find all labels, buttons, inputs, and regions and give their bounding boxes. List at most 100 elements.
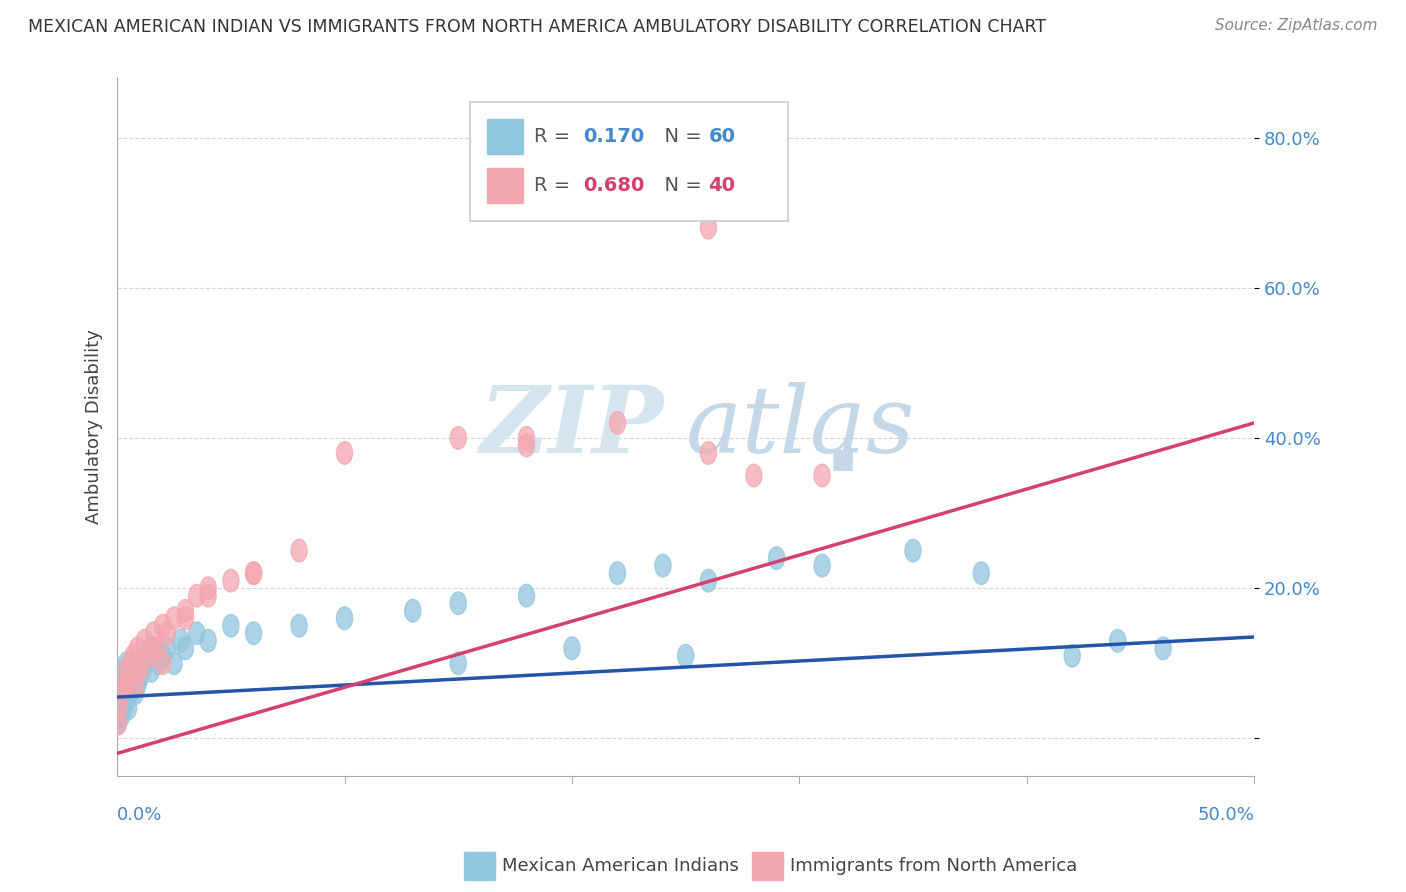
Ellipse shape xyxy=(111,705,128,727)
Text: MEXICAN AMERICAN INDIAN VS IMMIGRANTS FROM NORTH AMERICA AMBULATORY DISABILITY C: MEXICAN AMERICAN INDIAN VS IMMIGRANTS FR… xyxy=(28,18,1046,36)
Ellipse shape xyxy=(128,674,143,698)
Ellipse shape xyxy=(1109,630,1126,652)
Ellipse shape xyxy=(118,659,135,682)
Text: 0.170: 0.170 xyxy=(583,128,644,146)
Ellipse shape xyxy=(173,630,188,652)
Ellipse shape xyxy=(111,697,128,720)
Ellipse shape xyxy=(700,569,717,592)
Ellipse shape xyxy=(609,411,626,434)
Ellipse shape xyxy=(143,637,159,659)
Ellipse shape xyxy=(155,644,170,667)
Ellipse shape xyxy=(905,540,921,562)
Ellipse shape xyxy=(166,652,183,674)
Ellipse shape xyxy=(177,607,194,630)
Ellipse shape xyxy=(118,652,135,674)
Ellipse shape xyxy=(745,464,762,487)
Ellipse shape xyxy=(655,554,671,577)
Ellipse shape xyxy=(121,697,136,720)
Ellipse shape xyxy=(132,667,148,690)
Ellipse shape xyxy=(128,659,143,682)
Ellipse shape xyxy=(141,644,157,667)
Text: ZIP: ZIP xyxy=(478,382,662,472)
Ellipse shape xyxy=(125,659,141,682)
Ellipse shape xyxy=(110,712,127,735)
Ellipse shape xyxy=(122,652,139,674)
Ellipse shape xyxy=(114,682,129,705)
Ellipse shape xyxy=(814,554,830,577)
Ellipse shape xyxy=(246,622,262,645)
Ellipse shape xyxy=(814,464,830,487)
Ellipse shape xyxy=(115,659,132,682)
Text: N =: N = xyxy=(651,177,707,195)
FancyBboxPatch shape xyxy=(486,120,523,154)
Text: 0.0%: 0.0% xyxy=(117,806,163,824)
Y-axis label: Ambulatory Disability: Ambulatory Disability xyxy=(86,329,103,524)
Ellipse shape xyxy=(134,659,150,682)
Text: .: . xyxy=(823,387,865,494)
Text: 60: 60 xyxy=(709,128,735,146)
Ellipse shape xyxy=(121,659,136,682)
Ellipse shape xyxy=(114,667,129,690)
Ellipse shape xyxy=(246,562,262,584)
Text: N =: N = xyxy=(651,128,707,146)
Ellipse shape xyxy=(700,442,717,465)
Ellipse shape xyxy=(188,584,205,607)
Ellipse shape xyxy=(336,607,353,630)
Ellipse shape xyxy=(450,652,467,674)
Ellipse shape xyxy=(115,674,132,698)
Text: R =: R = xyxy=(534,128,576,146)
Ellipse shape xyxy=(132,659,148,682)
Ellipse shape xyxy=(128,682,143,705)
Ellipse shape xyxy=(122,682,139,705)
Ellipse shape xyxy=(115,674,132,698)
Text: R =: R = xyxy=(534,177,576,195)
Ellipse shape xyxy=(246,562,262,584)
Ellipse shape xyxy=(121,667,136,690)
Ellipse shape xyxy=(132,652,148,674)
Ellipse shape xyxy=(155,615,170,637)
Ellipse shape xyxy=(150,637,166,659)
Ellipse shape xyxy=(110,712,127,735)
Ellipse shape xyxy=(118,690,135,712)
Ellipse shape xyxy=(222,569,239,592)
Ellipse shape xyxy=(136,652,153,674)
Ellipse shape xyxy=(145,622,162,645)
Ellipse shape xyxy=(155,652,170,674)
FancyBboxPatch shape xyxy=(470,102,787,220)
Ellipse shape xyxy=(200,584,217,607)
Ellipse shape xyxy=(166,607,183,630)
Ellipse shape xyxy=(177,599,194,622)
Ellipse shape xyxy=(188,622,205,645)
Ellipse shape xyxy=(973,562,990,584)
Ellipse shape xyxy=(200,630,217,652)
Ellipse shape xyxy=(115,697,132,720)
Ellipse shape xyxy=(564,637,581,659)
Text: 50.0%: 50.0% xyxy=(1198,806,1254,824)
Ellipse shape xyxy=(405,599,420,622)
Ellipse shape xyxy=(769,547,785,569)
Ellipse shape xyxy=(450,426,467,450)
FancyBboxPatch shape xyxy=(486,169,523,203)
Ellipse shape xyxy=(519,434,534,457)
Ellipse shape xyxy=(291,540,307,562)
Ellipse shape xyxy=(336,442,353,465)
Ellipse shape xyxy=(125,674,141,698)
Ellipse shape xyxy=(450,592,467,615)
Ellipse shape xyxy=(1156,637,1171,659)
Ellipse shape xyxy=(678,644,693,667)
Ellipse shape xyxy=(114,705,129,727)
Ellipse shape xyxy=(700,217,717,239)
Text: Mexican American Indians: Mexican American Indians xyxy=(502,857,738,875)
Ellipse shape xyxy=(1064,644,1080,667)
Ellipse shape xyxy=(121,674,136,698)
Text: Source: ZipAtlas.com: Source: ZipAtlas.com xyxy=(1215,18,1378,33)
Ellipse shape xyxy=(128,667,143,690)
Ellipse shape xyxy=(150,652,166,674)
Ellipse shape xyxy=(519,426,534,450)
Text: 0.680: 0.680 xyxy=(583,177,645,195)
Ellipse shape xyxy=(129,674,146,698)
Ellipse shape xyxy=(129,637,146,659)
Ellipse shape xyxy=(145,637,162,659)
Ellipse shape xyxy=(136,630,153,652)
Ellipse shape xyxy=(222,615,239,637)
